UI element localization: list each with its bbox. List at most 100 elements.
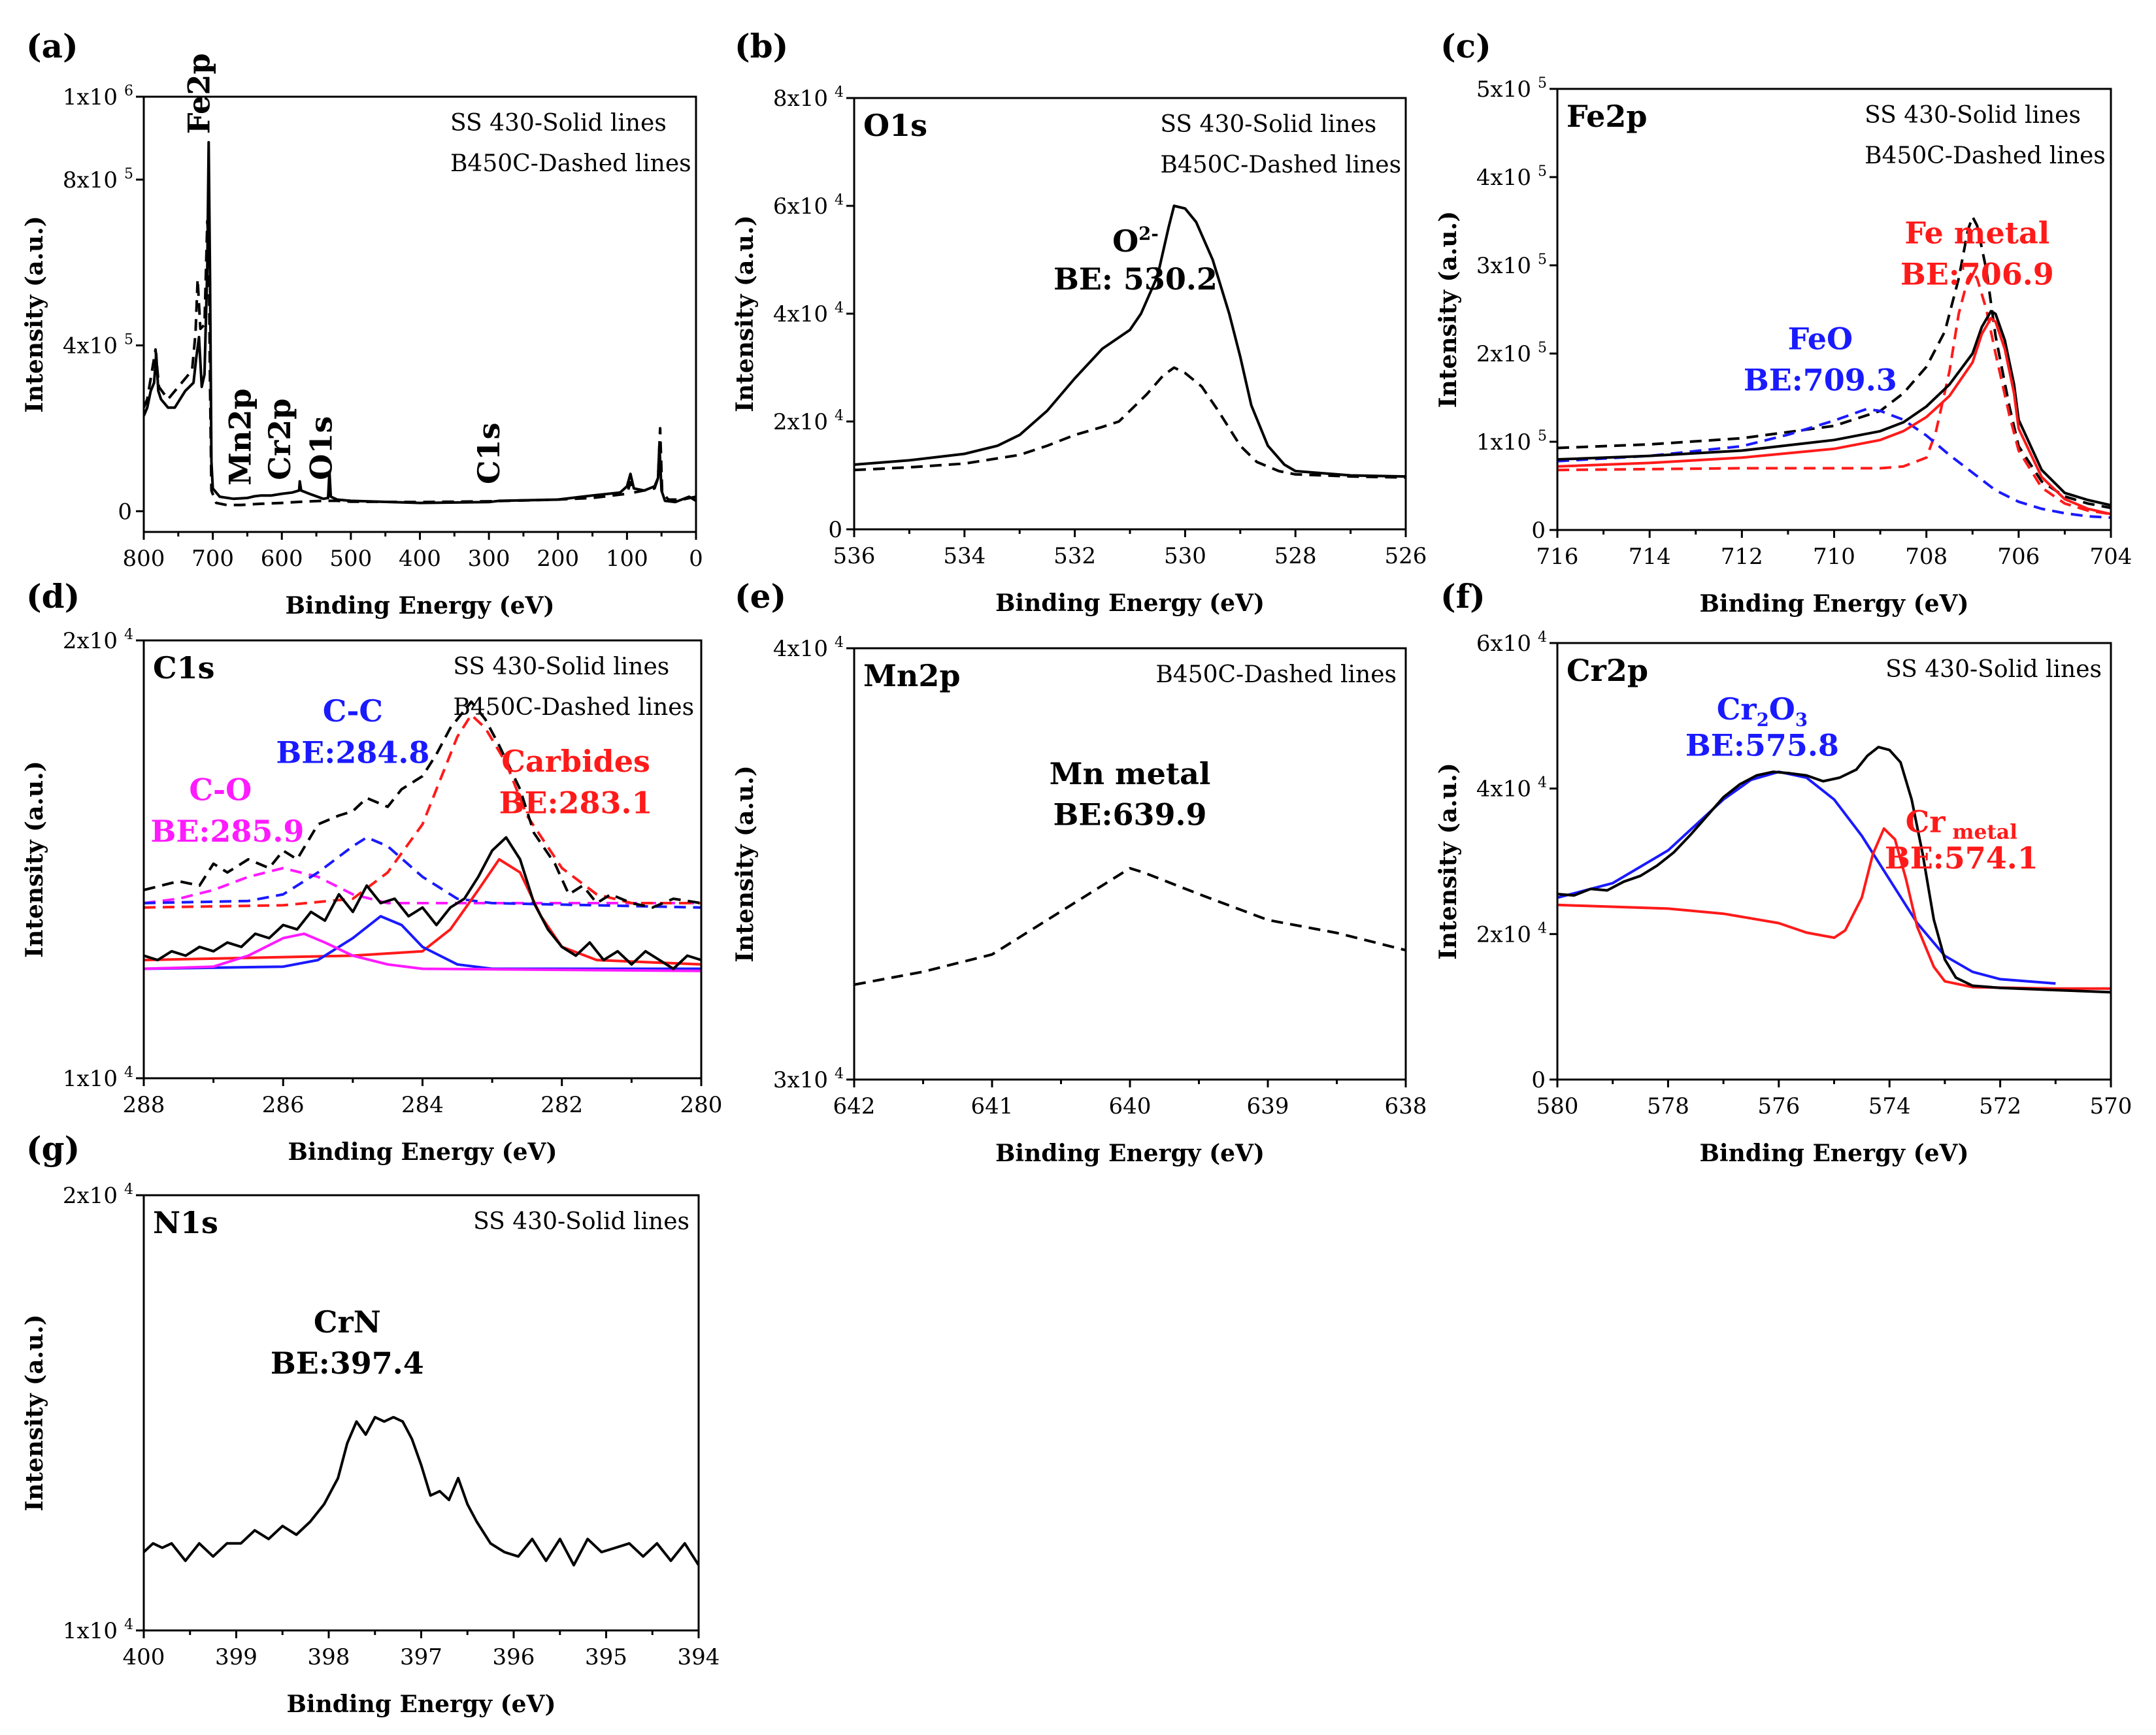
y-tick-label: 0: [828, 517, 842, 543]
x-tick-label: 200: [537, 546, 579, 572]
y-axis-label: Intensity (a.u.): [1435, 211, 1462, 408]
peak-annotation: Cr metal: [1906, 804, 2017, 844]
peak-annotation: C1s: [471, 423, 506, 485]
legend-entry: SS 430-Solid lines: [1160, 111, 1376, 138]
y-tick-exponent: 5: [124, 332, 133, 348]
series-line: [1557, 408, 2111, 520]
y-tick-label: 8x10: [773, 86, 828, 112]
panel-c: (c) 716 714 712 710 708 706 704 0 1x10 5 2x10 5 3x10 5…: [1435, 27, 2132, 618]
peak-annotation: CrN: [314, 1304, 381, 1340]
series-line: [854, 867, 1406, 986]
y-tick-label: 5x10: [1476, 76, 1531, 103]
x-tick-label: 284: [401, 1092, 444, 1118]
legend-entry: B450C-Dashed lines: [1160, 152, 1401, 178]
panel-title: C1s: [153, 650, 215, 686]
series-line: [1557, 317, 2111, 516]
plot-frame: [142, 1194, 700, 1632]
panel-e: (e) 642 641 640 639 638 3x10 4 4x10 4 Binding Ener…: [731, 577, 1427, 1167]
legend-entry: B450C-Dashed lines: [1865, 142, 2106, 169]
series-group: [1557, 746, 2111, 994]
panel-label: (d): [26, 577, 80, 616]
series-line: [144, 836, 701, 909]
panel-title: Cr2p: [1567, 653, 1648, 688]
y-tick-exponent: 4: [1538, 775, 1547, 791]
y-tick-exponent: 4: [835, 192, 844, 208]
y-tick-exponent: 6: [124, 83, 133, 99]
peak-annotation: BE:285.9: [150, 814, 304, 849]
x-tick-label: 572: [1979, 1093, 2021, 1119]
y-tick-label: 3x10: [1476, 253, 1531, 279]
legend-entry: B450C-Dashed lines: [1155, 661, 1397, 688]
series-line: [144, 932, 701, 972]
y-tick-exponent: 5: [1538, 75, 1547, 91]
y-tick-label: 1x10: [63, 1618, 118, 1644]
y-tick-exponent: 4: [124, 1181, 133, 1198]
x-axis-label: Binding Energy (eV): [1699, 1140, 1968, 1167]
x-tick-label: 396: [493, 1644, 535, 1670]
panel-a: (a) 800 700 600 500 400 300 200 100 0 0 4x10 5 8x10 5 1…: [21, 27, 703, 620]
x-tick-label: 399: [215, 1644, 257, 1670]
series-line: [144, 836, 701, 970]
y-tick-label: 4x10: [773, 301, 828, 327]
x-tick-label: 528: [1274, 543, 1317, 569]
y-tick-exponent: 4: [1538, 920, 1547, 936]
series-line: [854, 205, 1406, 478]
x-tick-label: 639: [1247, 1093, 1289, 1119]
x-tick-label: 280: [680, 1092, 723, 1118]
legend-entry: SS 430-Solid lines: [1865, 102, 2081, 129]
x-tick-label: 300: [468, 546, 510, 572]
y-axis-label: Intensity (a.u.): [731, 215, 759, 412]
panel-label: (e): [735, 577, 786, 616]
legend-entry: SS 430-Solid lines: [473, 1208, 689, 1235]
series-line: [144, 220, 696, 506]
legend-entry: SS 430-Solid lines: [453, 653, 669, 680]
y-tick-label: 4x10: [1476, 165, 1531, 191]
series-line: [1557, 746, 2111, 994]
series-line: [144, 140, 696, 504]
y-tick-label: 2x10: [1476, 921, 1531, 948]
x-tick-label: 288: [123, 1092, 165, 1118]
y-tick-exponent: 5: [1538, 252, 1547, 268]
series-group: [144, 1415, 699, 1567]
series-group: [854, 205, 1406, 479]
x-tick-label: 100: [606, 546, 648, 572]
y-tick-exponent: 4: [835, 1066, 844, 1082]
peak-annotation: C-O: [189, 772, 252, 808]
y-tick-label: 3x10: [773, 1067, 828, 1093]
x-tick-label: 716: [1536, 544, 1579, 570]
x-axis-label: Binding Energy (eV): [1699, 590, 1968, 618]
peak-annotation: BE:706.9: [1900, 257, 2054, 292]
panel-label: (f): [1440, 577, 1485, 616]
x-tick-label: 704: [2090, 544, 2132, 570]
y-tick-exponent: 4: [124, 627, 133, 643]
series-line: [144, 858, 701, 966]
x-tick-label: 397: [400, 1644, 442, 1670]
series-line: [1557, 770, 2056, 985]
panel-d: (d) 288 286 284 282 280 1x10 4 2x10 4 Binding Ener…: [21, 577, 722, 1166]
x-tick-label: 706: [1997, 544, 2040, 570]
peak-annotation: Cr2O3: [1717, 691, 1808, 731]
panel-title: O1s: [863, 108, 927, 143]
x-tick-label: 580: [1536, 1093, 1579, 1119]
peak-annotation: BE:284.8: [276, 735, 429, 770]
panel-f: (f) 580 578 576 574 572 570 0 2x10 4 4x10 4 6x10 4 Bin…: [1435, 577, 2132, 1167]
series-group: [1557, 215, 2111, 520]
series-line: [1557, 827, 2111, 990]
x-tick-label: 532: [1053, 543, 1096, 569]
y-tick-label: 4x10: [773, 636, 828, 662]
peak-annotation: Cr2p: [262, 399, 297, 480]
x-tick-label: 710: [1813, 544, 1855, 570]
x-tick-label: 282: [540, 1092, 583, 1118]
panel-label: (a): [26, 27, 78, 65]
panel-title: N1s: [153, 1205, 218, 1240]
series-line: [1557, 310, 2111, 507]
y-tick-exponent: 4: [1538, 629, 1547, 646]
y-axis-label: Intensity (a.u.): [21, 216, 48, 412]
peak-annotation: O2-: [1112, 223, 1159, 259]
y-tick-exponent: 5: [1538, 340, 1547, 356]
y-tick-label: 2x10: [63, 1183, 118, 1209]
x-axis-label: Binding Energy (eV): [288, 1138, 557, 1166]
x-tick-label: 642: [833, 1093, 876, 1119]
y-tick-exponent: 5: [124, 166, 133, 182]
